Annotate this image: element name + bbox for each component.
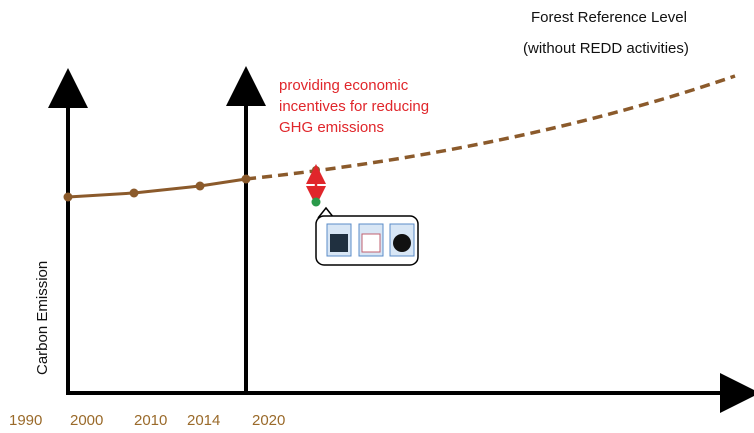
reference-subtitle: (without REDD activities)	[523, 40, 689, 57]
reference-line	[245, 74, 736, 181]
x-label: 2010	[134, 412, 167, 429]
x-label: 2020	[252, 412, 285, 429]
x-label: 2000	[70, 412, 103, 429]
x-labels: 1990 2000 2010 2014 2020	[9, 412, 285, 429]
x-label: 1990	[9, 412, 42, 429]
annotation-line: incentives for reducing	[279, 98, 429, 115]
reference-title: Forest Reference Level	[531, 9, 687, 26]
y-axis-label: Carbon Emission	[34, 261, 51, 375]
reduced-point	[311, 197, 321, 207]
historic-points	[63, 174, 251, 202]
annotation-line: GHG emissions	[279, 119, 384, 136]
annotation-line: providing economic	[279, 77, 409, 94]
reference-point	[312, 166, 320, 174]
x-label: 2014	[187, 412, 220, 429]
historic-line	[67, 177, 247, 199]
callout-icons	[326, 223, 415, 257]
